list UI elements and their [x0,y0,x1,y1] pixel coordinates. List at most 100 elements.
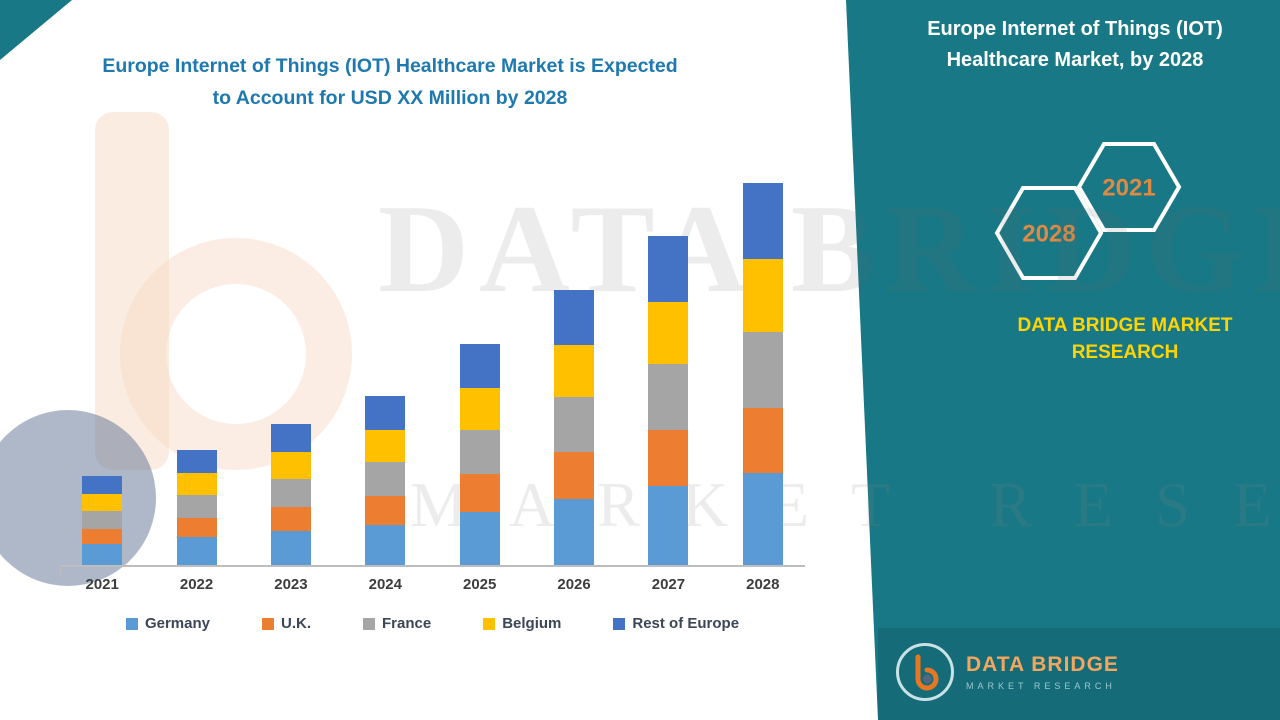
footer-logo: DATA BRIDGE MARKET RESEARCH [896,643,1119,701]
bar-segment-u-k- [459,474,500,512]
legend-swatch [613,617,626,630]
bar-column [338,183,432,565]
panel-footer: DATA BRIDGE MARKET RESEARCH [878,628,1280,720]
bar-segment-france [459,430,500,474]
legend-swatch [261,617,274,630]
bar-segment-belgium [554,345,595,397]
bar-segment-germany [554,499,595,565]
years-row: 2021 2022 2023 2024 2025 2026 2027 2028 [55,576,810,593]
bar-segment-france [365,462,406,496]
bar-segment-u-k- [82,529,123,544]
hexagon-2021-label: 2021 [1102,174,1155,201]
watermark-logo-circle [0,410,156,586]
legend-item: Belgium [483,615,561,632]
bar-stack [459,344,500,565]
bar-segment-rest-of-europe [459,344,500,388]
bar-segment-u-k- [365,496,406,525]
bar-column [244,183,338,565]
legend-label: Germany [144,615,210,632]
footer-brand-subtitle: MARKET RESEARCH [966,681,1116,691]
bar-stack [270,424,311,565]
x-axis-label: 2022 [179,576,214,593]
bar-segment-rest-of-europe [648,236,689,302]
x-axis-label: 2025 [463,576,497,593]
chart-title-line2: to Account for USD XX Million by 2028 [212,87,568,109]
bar-segment-rest-of-europe [82,476,123,494]
bar-segment-u-k- [648,430,689,486]
bar-stack [82,476,123,565]
footer-logo-text: DATA BRIDGE MARKET RESEARCH [966,653,1119,691]
bar-segment-germany [459,512,500,565]
x-axis-label: 2028 [746,576,780,593]
panel-title-line1: Europe Internet of Things (IOT) [927,18,1223,40]
bar-column [621,183,715,565]
bar-segment-germany [82,544,123,565]
bar-stack [554,290,595,565]
panel-brand-text: DATA BRIDGE MARKET RESEARCH [1017,315,1233,363]
bar-stack [365,396,406,565]
stacked-bar-chart: 2021 2022 2023 2024 2025 2026 2027 2028 Germany… [55,183,810,632]
bar-column [716,183,810,565]
legend-label: Belgium [502,615,562,632]
bar-column [149,183,243,565]
bar-segment-belgium [82,494,123,511]
legend-item: Rest of Europe [613,615,739,632]
hexagon-2021 [1076,142,1182,232]
legend-label: U.K. [280,615,311,632]
legend-item: Germany [125,615,210,632]
bar-segment-belgium [648,302,689,364]
bar-segment-germany [270,531,311,565]
chart-title-line1: Europe Internet of Things (IOT) Healthca… [102,55,678,77]
side-panel: Europe Internet of Things (IOT) Healthca… [846,0,1280,720]
bar-segment-germany [742,473,783,565]
bar-segment-germany [648,486,689,565]
x-axis-label: 2027 [651,576,686,593]
data-bridge-logo-icon [896,643,954,701]
bar-stack [648,236,689,565]
bar-segment-belgium [459,388,500,430]
x-axis-line [60,565,805,577]
bar-segment-belgium [270,452,311,479]
bar-segment-germany [365,525,406,565]
bar-segment-u-k- [176,518,217,537]
chart-title: Europe Internet of Things (IOT) Healthca… [40,50,740,114]
legend-item: U.K. [261,615,311,632]
bar-segment-france [742,332,783,408]
footer-brand-name: DATA BRIDGE [966,653,1119,676]
hexagon-2028 [994,186,1104,280]
bar-segment-france [554,397,595,452]
x-axis-label: 2024 [368,576,402,593]
bar-segment-belgium [365,430,406,462]
watermark-text-line1: DATA BRIDGE [378,180,1280,319]
bar-segment-belgium [742,259,783,332]
bar-segment-u-k- [554,452,595,499]
bar-segment-rest-of-europe [270,424,311,452]
legend-label: Rest of Europe [632,615,740,632]
bar-stack [742,183,783,565]
bar-column [55,183,149,565]
bar-segment-rest-of-europe [365,396,406,430]
bar-stack [176,450,217,565]
panel-title: Europe Internet of Things (IOT) Healthca… [885,14,1265,76]
legend-swatch [125,617,138,630]
legend-swatch [362,617,375,630]
bar-segment-germany [176,537,217,565]
legend-item: France [362,615,431,632]
bar-segment-france [82,511,123,529]
bar-segment-france [270,479,311,507]
x-axis-label: 2023 [274,576,308,593]
bar-segment-u-k- [270,507,311,531]
x-axis-label: 2021 [85,576,119,593]
bar-segment-rest-of-europe [176,450,217,473]
hexagons-graphic: 2028 2021 [994,142,1182,280]
hexagon-2028-label: 2028 [1022,220,1075,247]
x-axis-label: 2026 [557,576,591,593]
bar-column [527,183,621,565]
legend-swatch [483,617,496,630]
bar-segment-rest-of-europe [742,183,783,259]
bar-segment-u-k- [742,408,783,473]
panel-title-line2: Healthcare Market, by 2028 [946,49,1204,71]
bar-segment-france [648,364,689,430]
bar-column [433,183,527,565]
